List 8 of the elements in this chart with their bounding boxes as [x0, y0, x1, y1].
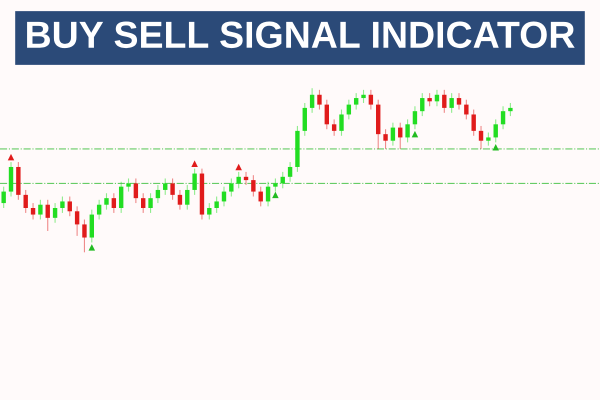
chart-title: BUY SELL SIGNAL INDICATOR	[27, 22, 575, 48]
point	[412, 130, 418, 138]
point	[272, 192, 279, 198]
point	[235, 164, 242, 170]
point	[191, 160, 198, 167]
point	[8, 154, 14, 160]
point	[492, 144, 499, 151]
point	[88, 244, 96, 251]
